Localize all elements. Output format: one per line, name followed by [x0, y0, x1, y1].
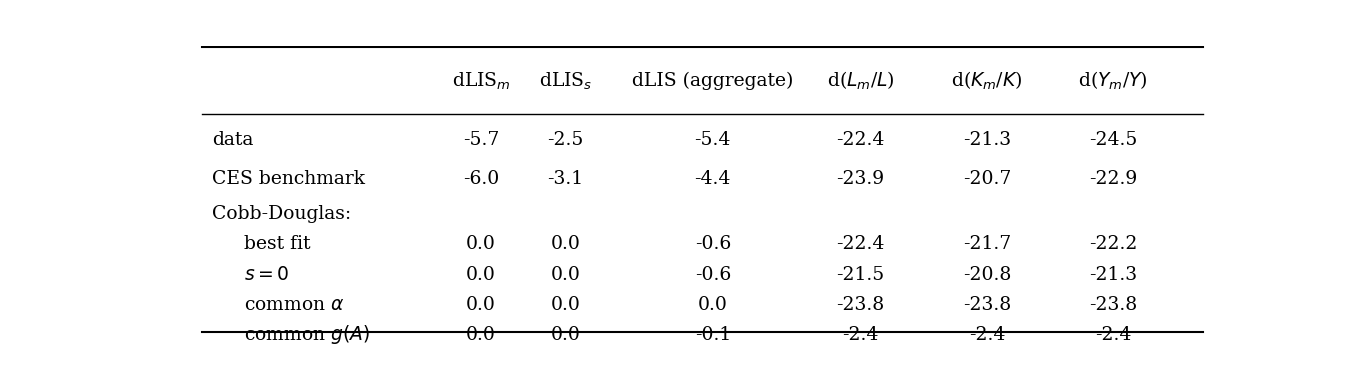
Text: -2.4: -2.4: [968, 326, 1005, 344]
Text: -22.9: -22.9: [1089, 170, 1137, 188]
Text: -6.0: -6.0: [462, 170, 499, 188]
Text: -21.3: -21.3: [963, 131, 1010, 149]
Text: d($K_m$/$K$): d($K_m$/$K$): [951, 70, 1023, 93]
Text: -5.7: -5.7: [462, 131, 499, 149]
Text: -23.9: -23.9: [836, 170, 884, 188]
Text: -22.4: -22.4: [836, 234, 884, 252]
Text: d($L_m$/$L$): d($L_m$/$L$): [827, 70, 895, 93]
Text: best fit: best fit: [243, 234, 310, 252]
Text: data: data: [212, 131, 253, 149]
Text: dLIS$_s$: dLIS$_s$: [539, 71, 592, 92]
Text: -5.4: -5.4: [695, 131, 730, 149]
Text: 0.0: 0.0: [551, 265, 581, 283]
Text: -21.7: -21.7: [963, 234, 1010, 252]
Text: 0.0: 0.0: [466, 296, 496, 314]
Text: -20.7: -20.7: [963, 170, 1010, 188]
Text: 0.0: 0.0: [466, 265, 496, 283]
Text: -22.2: -22.2: [1089, 234, 1137, 252]
Text: -2.4: -2.4: [1095, 326, 1132, 344]
Text: -0.1: -0.1: [695, 326, 730, 344]
Text: d($Y_m$/$Y$): d($Y_m$/$Y$): [1078, 70, 1148, 93]
Text: -22.4: -22.4: [836, 131, 884, 149]
Text: 0.0: 0.0: [551, 234, 581, 252]
Text: -23.8: -23.8: [836, 296, 884, 314]
Text: 0.0: 0.0: [466, 326, 496, 344]
Text: Cobb-Douglas:: Cobb-Douglas:: [212, 205, 351, 223]
Text: -23.8: -23.8: [963, 296, 1010, 314]
Text: -4.4: -4.4: [695, 170, 730, 188]
Text: CES benchmark: CES benchmark: [212, 170, 364, 188]
Text: -21.3: -21.3: [1089, 265, 1137, 283]
Text: common $\alpha$: common $\alpha$: [243, 296, 344, 314]
Text: 0.0: 0.0: [466, 234, 496, 252]
Text: dLIS$_m$: dLIS$_m$: [452, 71, 510, 92]
Text: -23.8: -23.8: [1089, 296, 1137, 314]
Text: 0.0: 0.0: [551, 326, 581, 344]
Text: -24.5: -24.5: [1089, 131, 1137, 149]
Text: $s=0$: $s=0$: [243, 265, 290, 283]
Text: -0.6: -0.6: [695, 234, 730, 252]
Text: -2.5: -2.5: [547, 131, 583, 149]
Text: 0.0: 0.0: [698, 296, 728, 314]
Text: common $g(A)$: common $g(A)$: [243, 324, 370, 347]
Text: 0.0: 0.0: [551, 296, 581, 314]
Text: -2.4: -2.4: [842, 326, 879, 344]
Text: -21.5: -21.5: [836, 265, 884, 283]
Text: -0.6: -0.6: [695, 265, 730, 283]
Text: -20.8: -20.8: [963, 265, 1010, 283]
Text: -3.1: -3.1: [547, 170, 583, 188]
Text: dLIS (aggregate): dLIS (aggregate): [632, 72, 793, 90]
